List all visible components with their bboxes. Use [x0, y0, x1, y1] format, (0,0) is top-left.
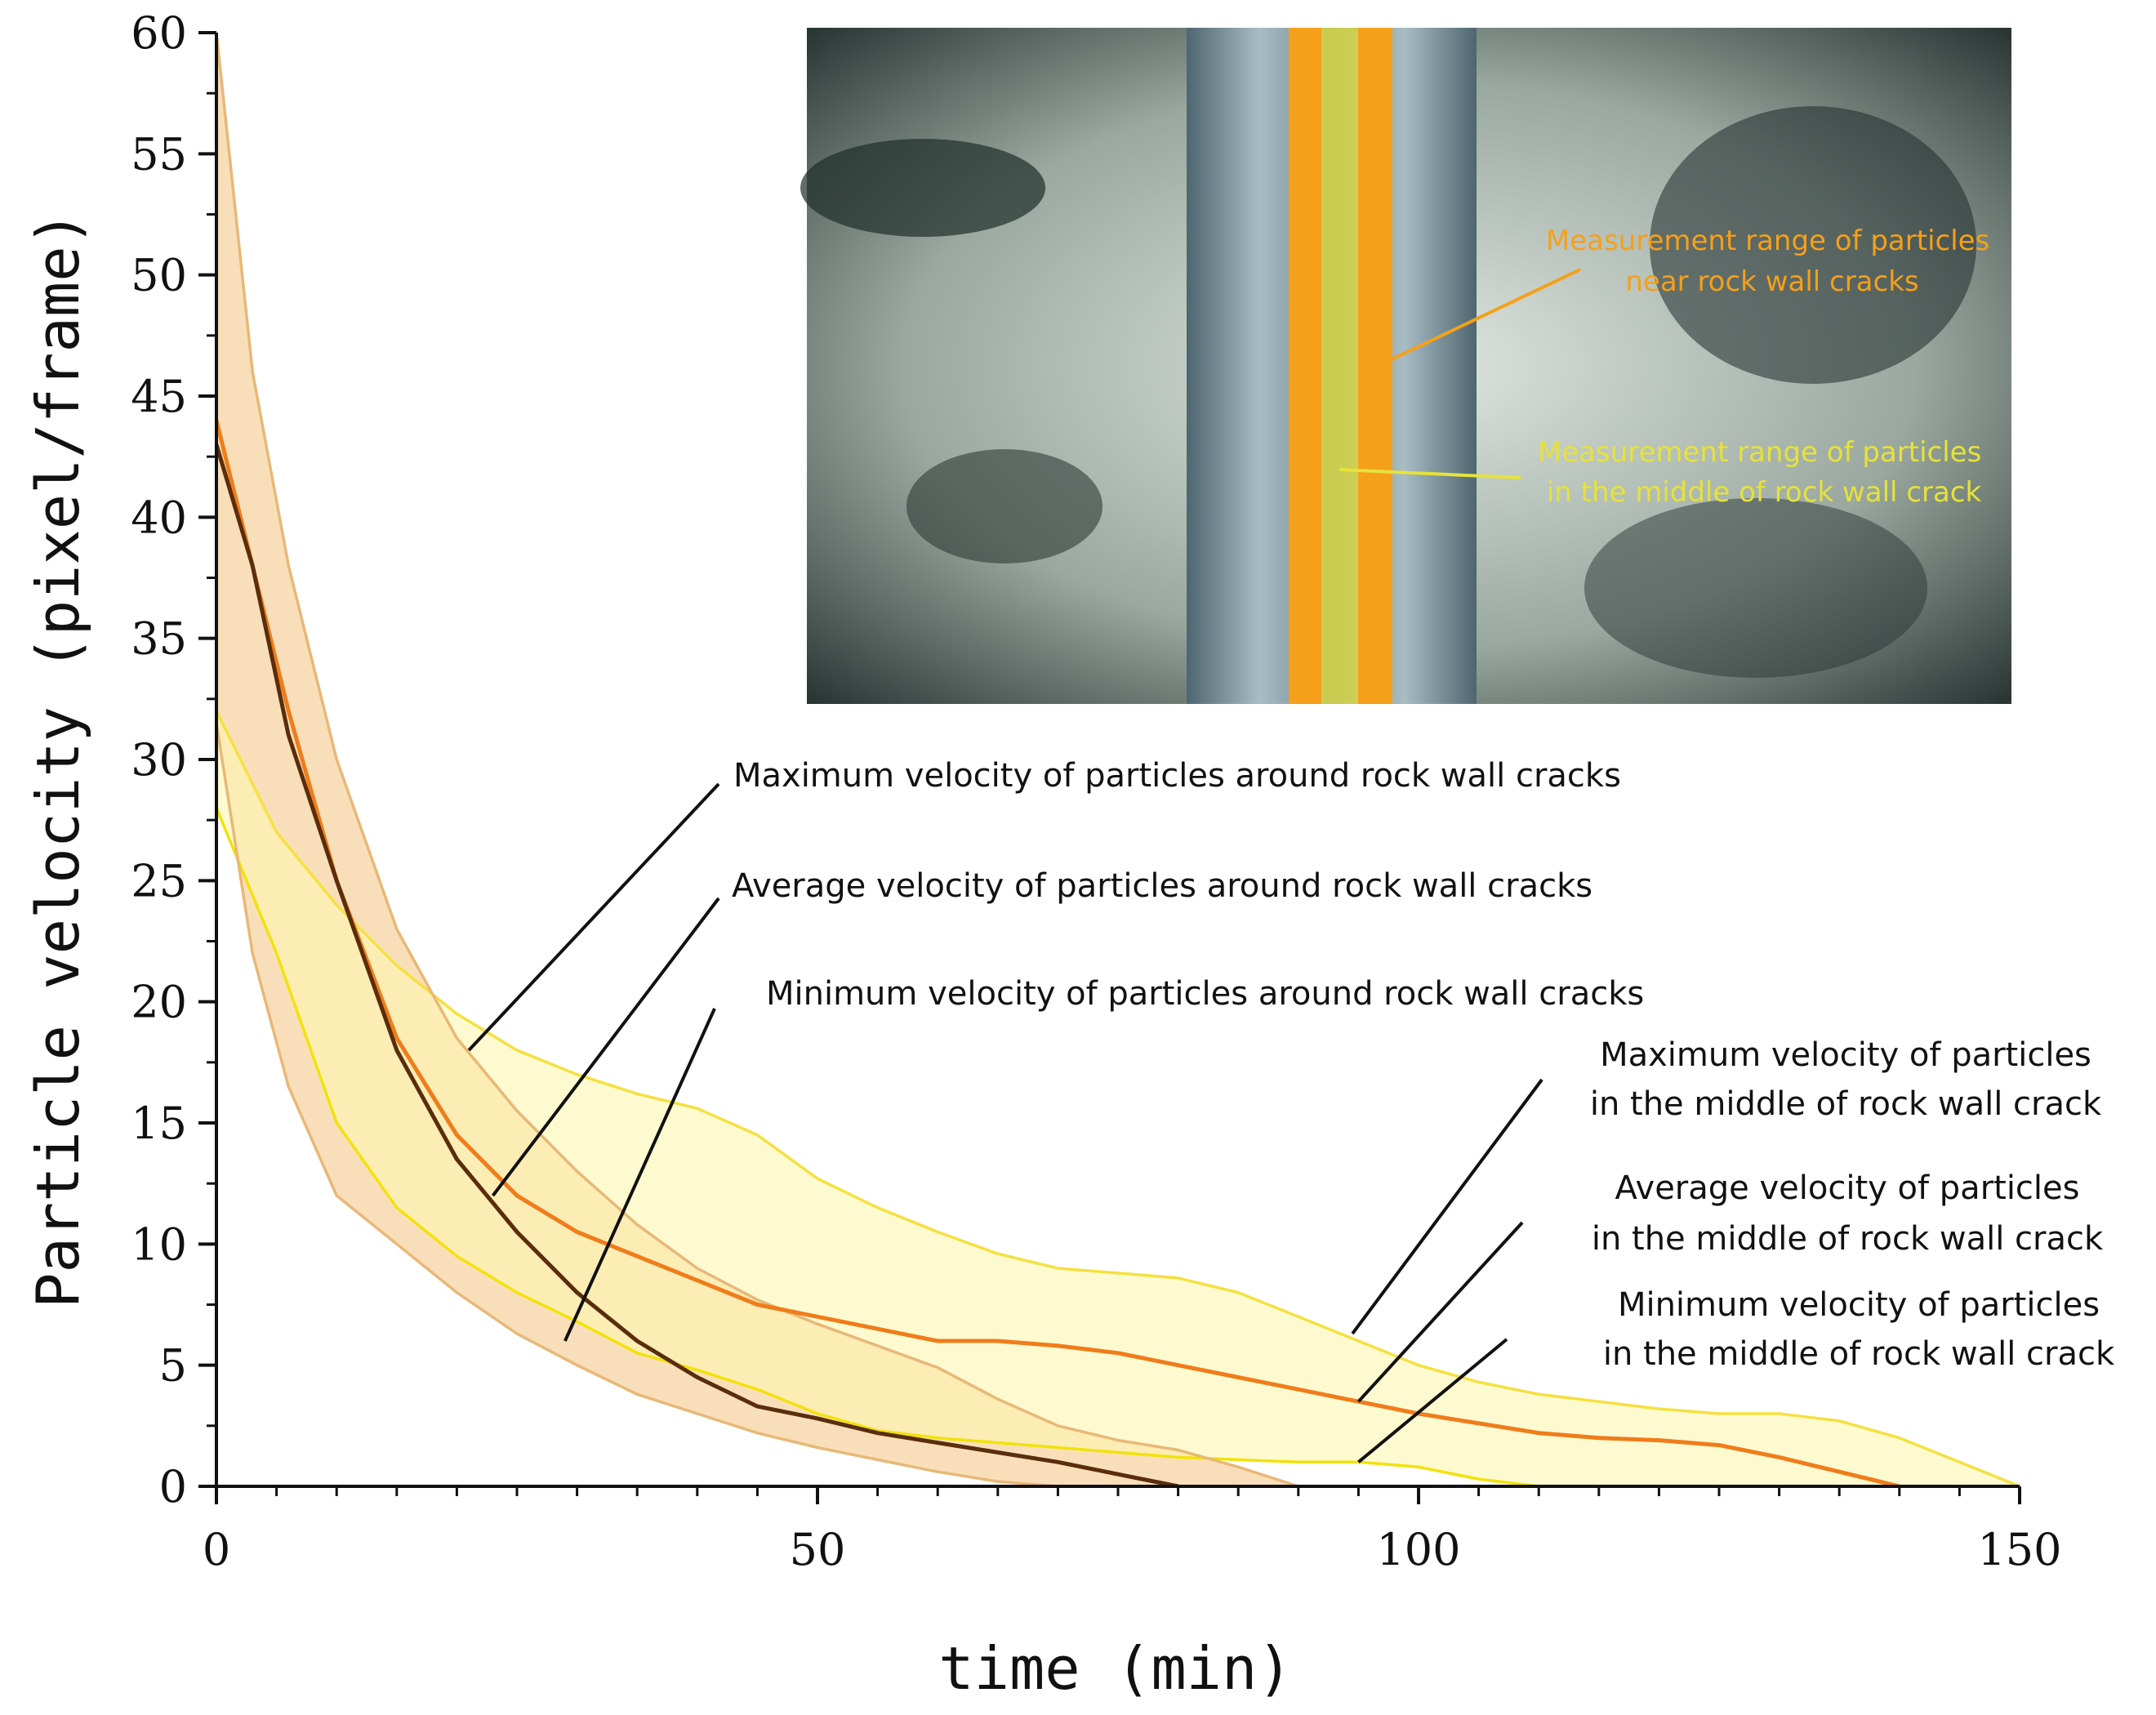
annotation-leader-line: [491, 897, 720, 1197]
inset-middle-label-line: in the middle of rock wall crack: [1547, 476, 1982, 509]
y-tick-label: 50: [131, 250, 187, 301]
annotation-label: Minimum velocity of particles around roc…: [766, 975, 1644, 1013]
series-line: [215, 807, 1539, 1488]
annotation-leader-line: [1351, 1078, 1544, 1335]
x-tick-label: 50: [790, 1524, 846, 1575]
inset-dark-patch: [800, 139, 1045, 237]
series-line: [214, 443, 1179, 1489]
series-line: [215, 32, 1299, 1488]
annotation-layer: Maximum velocity of particles around roc…: [467, 757, 2115, 1463]
y-tick-label: 35: [131, 613, 187, 665]
band-area: [216, 710, 2020, 1486]
series-line: [215, 723, 1058, 1488]
x-tick-label: 150: [1977, 1524, 2061, 1575]
inset-middle-band: [1321, 28, 1358, 704]
inset-near-pointer-line: [1388, 268, 1581, 363]
annotation-label-line: in the middle of rock wall crack: [1603, 1335, 2115, 1373]
inset-middle-pointer-line: [1339, 468, 1521, 479]
annotation-label-line: Minimum velocity of particles around roc…: [766, 975, 1644, 1013]
y-tick-label: 20: [131, 977, 187, 1028]
y-tick-label: 30: [131, 734, 187, 786]
annotation-label: Maximum velocity of particles in the midd…: [1590, 1036, 2102, 1123]
y-axis-title: Particle velocity (pixel/frame): [24, 211, 92, 1308]
annotation-label-line: in the middle of rock wall crack: [1590, 1085, 2102, 1123]
y-tick-label: 55: [131, 128, 187, 180]
annotation-leader-line: [1356, 1221, 1524, 1403]
inset-middle-label: Measurement range of particles in the mi…: [1538, 436, 1990, 509]
inset-near-band-left: [1289, 28, 1321, 704]
x-tick-label: 0: [203, 1524, 230, 1575]
annotation-leader-line: [467, 782, 720, 1052]
series-layer: [214, 32, 2020, 1489]
inset-near-band-right: [1358, 28, 1392, 704]
x-axis-title: time (min): [938, 1634, 1292, 1703]
x-tick-label: 100: [1376, 1524, 1460, 1575]
inset-dark-patch: [906, 449, 1102, 564]
y-tick-label: 15: [131, 1098, 187, 1149]
y-tick-label: 60: [131, 7, 187, 59]
annotation-label: Average velocity of particles around roc…: [732, 867, 1592, 905]
annotation-label-line: Maximum velocity of particles around roc…: [733, 757, 1621, 795]
y-tick-label: 25: [131, 855, 187, 906]
series-line: [214, 420, 1900, 1489]
annotation-label-line: Average velocity of particles: [1615, 1169, 2080, 1207]
series-line: [215, 710, 2020, 1488]
tick-layer: 0 5 10 15 20 25 30 35 40 45 50 55 60 0 50 100 150: [131, 7, 2061, 1575]
y-tick-label: 40: [131, 492, 187, 543]
inset-dark-patch: [1584, 498, 1927, 678]
annotation-label-line: Average velocity of particles around roc…: [732, 867, 1592, 905]
annotation-leader-line: [1357, 1338, 1508, 1463]
inset-near-label-line: near rock wall cracks: [1625, 265, 1918, 298]
inset-near-label: Measurement range of particles near rock…: [1546, 225, 1998, 298]
inset-dark-patch: [1650, 106, 1976, 384]
annotation-label: Minimum velocity of particles in the midd…: [1603, 1286, 2115, 1373]
y-tick-label: 10: [131, 1218, 187, 1270]
annotation-label-line: in the middle of rock wall crack: [1592, 1220, 2104, 1258]
y-tick-label: 45: [131, 371, 187, 422]
annotation-label: Maximum velocity of particles around roc…: [733, 757, 1621, 795]
y-tick-label: 5: [159, 1340, 187, 1392]
inset-near-label-line: Measurement range of particles: [1546, 225, 1989, 257]
inset-middle-label-line: Measurement range of particles: [1538, 436, 1981, 469]
bands-layer: [216, 33, 2020, 1486]
annotation-label-line: Minimum velocity of particles: [1618, 1286, 2100, 1324]
annotation-leader-line: [564, 1008, 716, 1342]
annotation-label-line: Maximum velocity of particles: [1600, 1036, 2091, 1074]
y-tick-label: 0: [159, 1461, 187, 1512]
annotation-label: Average velocity of particles in the midd…: [1592, 1169, 2104, 1258]
inset-photo: Measurement range of particles near rock…: [800, 28, 2011, 704]
